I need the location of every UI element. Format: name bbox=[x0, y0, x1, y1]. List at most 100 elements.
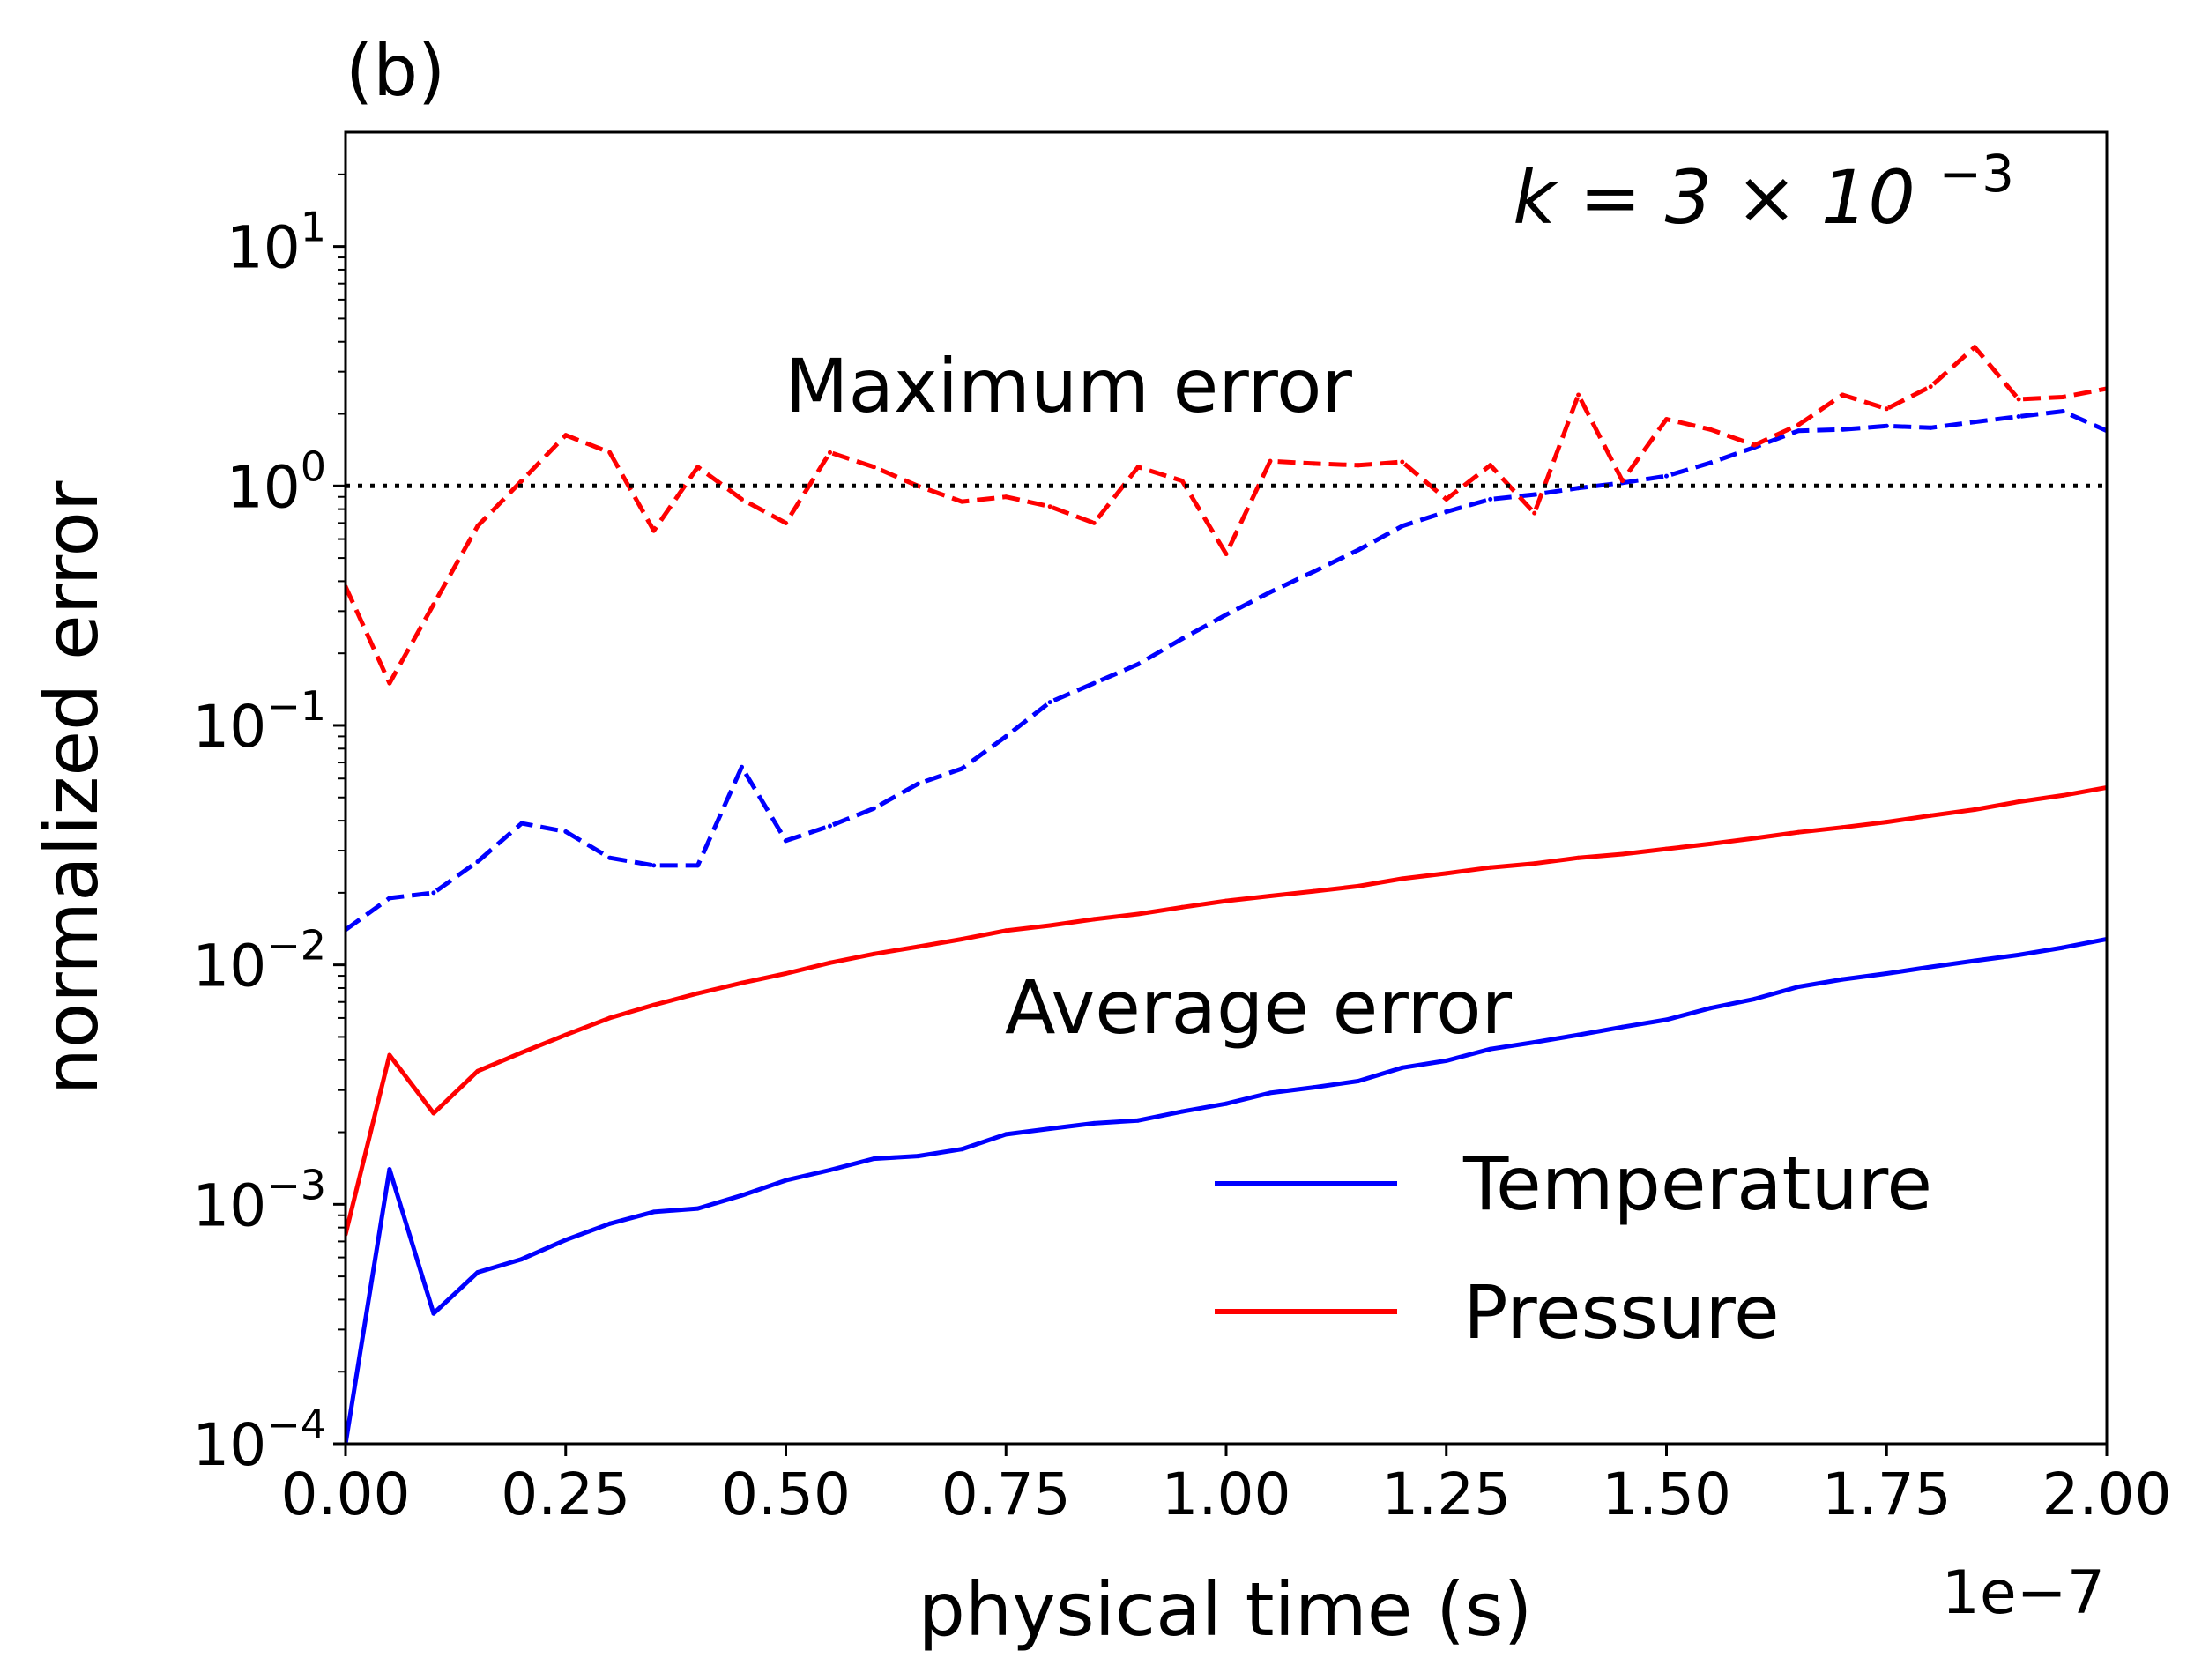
series-2-point-2 bbox=[431, 1111, 436, 1116]
series-2-point-10 bbox=[784, 971, 788, 976]
x-tick-label-4: 1.00 bbox=[1162, 1461, 1291, 1528]
series-0-point-16 bbox=[1047, 700, 1052, 705]
series-2-point-8 bbox=[695, 991, 701, 996]
series-3-point-5 bbox=[563, 1238, 569, 1243]
series-2-point-31 bbox=[1708, 841, 1713, 846]
series-1-point-29 bbox=[1620, 479, 1625, 483]
series-1-point-38 bbox=[2016, 397, 2021, 402]
max-error-annotation: Maximum error bbox=[785, 343, 1352, 429]
series-0-point-27 bbox=[1532, 492, 1537, 497]
series-0-point-23 bbox=[1356, 547, 1361, 553]
series-0-point-1 bbox=[387, 896, 392, 901]
series-2-point-4 bbox=[519, 1050, 524, 1055]
series-3-point-6 bbox=[607, 1221, 613, 1226]
series-3-point-7 bbox=[651, 1209, 657, 1215]
y-tick-label-0: 10−4 bbox=[192, 1401, 326, 1479]
series-1-point-17 bbox=[1091, 520, 1097, 525]
series-0-point-13 bbox=[915, 781, 920, 786]
series-0-point-15 bbox=[1003, 733, 1008, 739]
series-3-point-9 bbox=[740, 1193, 744, 1198]
series-2-point-25 bbox=[1444, 871, 1449, 876]
series-1-point-1 bbox=[387, 680, 392, 686]
avg-error-annotation: Average error bbox=[1005, 964, 1512, 1051]
series-0-point-11 bbox=[828, 823, 832, 829]
series-3-point-19 bbox=[1179, 1109, 1185, 1114]
series-1-point-28 bbox=[1576, 392, 1581, 398]
series-0-point-12 bbox=[871, 806, 876, 811]
series-2-point-11 bbox=[828, 960, 832, 965]
k-annotation-exponent: −3 bbox=[1939, 144, 2015, 204]
series-1-point-11 bbox=[828, 450, 832, 455]
series-3-point-36 bbox=[1928, 964, 1933, 970]
series-2-point-27 bbox=[1532, 861, 1537, 866]
x-tick-label-6: 1.50 bbox=[1602, 1461, 1731, 1528]
series-1-point-15 bbox=[1003, 494, 1008, 500]
series-1-point-19 bbox=[1179, 479, 1185, 483]
series-1-point-5 bbox=[563, 433, 569, 438]
series-3-point-10 bbox=[784, 1178, 788, 1183]
series-0-point-18 bbox=[1135, 662, 1141, 667]
series-2-point-1 bbox=[387, 1052, 392, 1058]
series-0-point-9 bbox=[740, 764, 744, 769]
series-2-point-13 bbox=[915, 944, 920, 949]
legend: Temperature Pressure bbox=[1215, 1141, 1932, 1356]
series-0-point-25 bbox=[1444, 509, 1449, 515]
series-3-point-16 bbox=[1047, 1126, 1052, 1131]
series-2-point-5 bbox=[563, 1032, 569, 1037]
series-0-point-26 bbox=[1488, 496, 1493, 502]
series-3-point-11 bbox=[828, 1168, 832, 1172]
series-2-point-33 bbox=[1796, 829, 1801, 835]
series-2-point-32 bbox=[1752, 836, 1757, 841]
panel-label: (b) bbox=[346, 30, 445, 112]
series-2-point-35 bbox=[1884, 820, 1889, 825]
x-tick-label-5: 1.25 bbox=[1381, 1461, 1511, 1528]
series-1-point-31 bbox=[1708, 427, 1713, 432]
series-3-point-15 bbox=[1003, 1132, 1008, 1137]
series-3-point-35 bbox=[1884, 971, 1889, 976]
series-0-point-28 bbox=[1576, 486, 1581, 491]
x-offset-label: 1e−7 bbox=[1942, 1558, 2105, 1628]
series-0-point-2 bbox=[431, 890, 436, 896]
series-2-point-30 bbox=[1664, 846, 1669, 851]
series-2-point-23 bbox=[1356, 883, 1361, 888]
series-1-point-18 bbox=[1135, 465, 1141, 470]
series-3-point-21 bbox=[1268, 1090, 1273, 1096]
series-2-point-15 bbox=[1003, 928, 1008, 933]
legend-label-pressure: Pressure bbox=[1463, 1269, 1780, 1356]
series-0-point-22 bbox=[1312, 569, 1317, 574]
k-annotation: k = 3 × 10 −3 bbox=[1513, 144, 2014, 241]
x-tick-label-1: 0.25 bbox=[501, 1461, 630, 1528]
y-tick-label-1: 10−3 bbox=[192, 1161, 326, 1239]
series-1-point-4 bbox=[519, 479, 524, 483]
y-tick-label-4: 100 bbox=[227, 442, 326, 521]
series-1-point-20 bbox=[1224, 552, 1229, 556]
series-0-point-37 bbox=[1972, 420, 1977, 425]
series-1-point-23 bbox=[1356, 463, 1361, 468]
series-1-point-6 bbox=[607, 450, 613, 455]
series-0-point-7 bbox=[651, 863, 657, 868]
series-1-point-10 bbox=[784, 520, 788, 525]
series-3-point-13 bbox=[915, 1154, 920, 1159]
series-1-point-14 bbox=[959, 499, 964, 504]
series-3-point-27 bbox=[1532, 1040, 1537, 1044]
series-1-point-39 bbox=[2060, 395, 2065, 399]
series-2-point-18 bbox=[1135, 911, 1141, 917]
series-2-point-7 bbox=[651, 1002, 657, 1007]
k-annotation-base: k = 3 × 10 bbox=[1513, 154, 1915, 241]
series-2-point-34 bbox=[1840, 825, 1845, 830]
series-2-point-9 bbox=[740, 980, 744, 985]
series-3-point-39 bbox=[2060, 945, 2065, 950]
series-3-point-30 bbox=[1664, 1017, 1669, 1022]
plot-frame bbox=[344, 130, 2109, 1446]
series-1-point-32 bbox=[1752, 442, 1757, 448]
series-3-point-1 bbox=[387, 1167, 392, 1172]
series-0-point-8 bbox=[695, 863, 701, 868]
series-0-point-30 bbox=[1664, 473, 1669, 479]
series-3-point-25 bbox=[1444, 1058, 1449, 1063]
series-0-point-31 bbox=[1708, 460, 1713, 465]
series-0-point-35 bbox=[1884, 423, 1889, 428]
series-3-point-38 bbox=[2016, 952, 2021, 957]
series-2-point-24 bbox=[1400, 876, 1405, 881]
series-1-point-22 bbox=[1312, 461, 1317, 466]
series-1-point-16 bbox=[1047, 504, 1052, 509]
